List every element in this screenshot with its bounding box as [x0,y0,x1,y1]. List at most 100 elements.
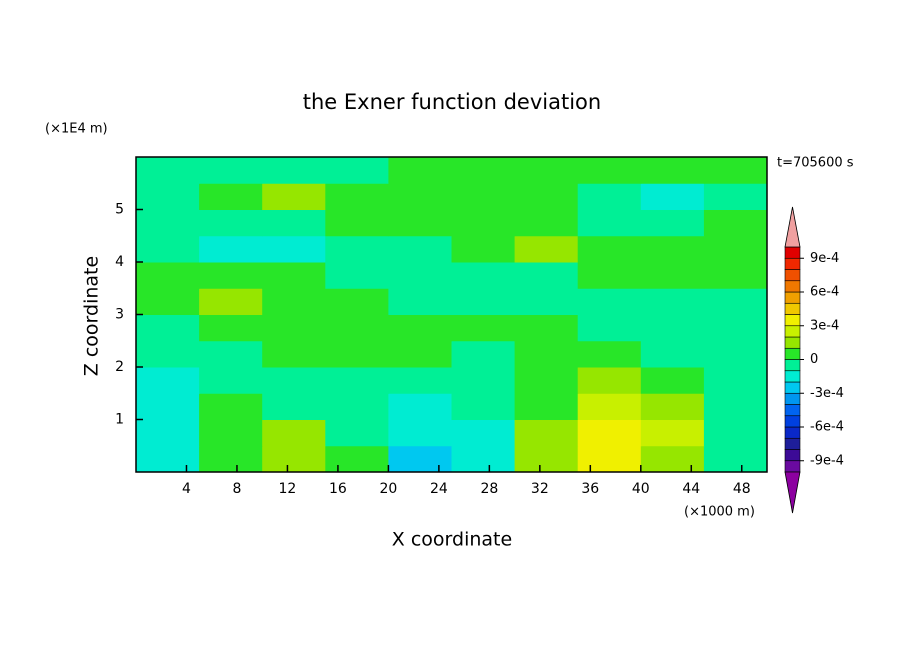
contour-cell [703,157,768,184]
contour-cell [451,209,516,237]
colorbar-box [784,347,801,360]
contour-cell [262,340,326,368]
contour-cell [577,235,642,263]
contour-cell [388,419,452,447]
contour-cell [577,419,642,447]
contour-cell [325,419,389,447]
contour-cell [388,367,452,394]
contour-cell [514,445,579,473]
contour-cell [640,314,705,342]
x-tick-label: 36 [581,481,599,497]
contour-cell [514,288,579,315]
contour-cell [136,393,200,420]
contour-cell [136,209,200,237]
contour-cell [577,262,642,289]
contour-cell [577,393,642,420]
contour-cell [136,314,200,342]
contour-cell [325,235,389,263]
contour-cell [703,209,768,237]
contour-cell [262,288,326,315]
contour-cell [640,340,705,368]
contour-cell [577,157,642,184]
contour-cell [388,157,452,184]
contour-cell [514,340,579,368]
contour-cell [262,393,326,420]
x-tick-label: 24 [430,481,448,497]
contour-cell [388,445,452,473]
contour-cell [199,288,263,315]
contour-cell [451,340,516,368]
contour-cell [514,235,579,263]
contour-cell [136,340,200,368]
colorbar-tick-label: 9e-4 [810,251,839,266]
contour-cell [451,367,516,394]
colorbar-box [784,426,801,439]
contour-cell [325,209,389,237]
contour-cell [388,288,452,315]
contour-cell [703,288,768,315]
contour-cell [199,367,263,394]
y-tick-label: 1 [115,412,124,428]
contour-cell [262,183,326,210]
contour-cell [514,314,579,342]
colorbar-box [784,336,801,349]
contour-cell [325,445,389,473]
contour-cell [262,419,326,447]
y-tick-label: 4 [115,254,124,270]
contour-cell [262,445,326,473]
contour-cell [262,209,326,237]
contour-cell [136,262,200,289]
contour-cell [703,183,768,210]
contour-cell [703,235,768,263]
contour-cell [514,393,579,420]
chart-title: the Exner function deviation [303,90,601,114]
contour-cell [640,209,705,237]
contour-cell [388,209,452,237]
contour-cell [514,262,579,289]
contour-cell [388,183,452,210]
colorbar-box [784,280,801,293]
contour-cell [136,445,200,473]
contour-cell [451,419,516,447]
colorbar-box [784,359,801,372]
contour-cell [199,340,263,368]
colorbar-box [784,291,801,304]
contour-cell [640,445,705,473]
colorbar-box [784,404,801,417]
x-tick-label: 12 [279,481,297,497]
contour-cell [577,367,642,394]
contour-cell [640,235,705,263]
contour-cell [325,314,389,342]
contour-cell [136,183,200,210]
contour-cell [703,314,768,342]
contour-cell [325,262,389,289]
contour-cell [640,288,705,315]
contour-cell [325,157,389,184]
colorbar-box [784,246,801,259]
contour-cell [514,419,579,447]
contour-cell [136,419,200,447]
colorbar-tick-label: 6e-4 [810,285,839,300]
contour-cell [199,262,263,289]
contour-cell [262,157,326,184]
contour-cell [262,314,326,342]
contour-cell [199,183,263,210]
colorbar-box [784,415,801,428]
x-tick-label: 16 [329,481,347,497]
contour-cell [703,393,768,420]
contour-cell [451,314,516,342]
contour-cell [577,340,642,368]
colorbar-tick-label: 0 [810,352,818,367]
contour-cell [262,235,326,263]
contour-cell [577,445,642,473]
colorbar-box [784,437,801,450]
contour-cell [325,393,389,420]
colorbar-box [784,370,801,383]
colorbar-box [784,302,801,315]
contour-cell [325,288,389,315]
y-tick-label: 2 [115,359,124,375]
contour-cell [514,183,579,210]
contour-cell [703,262,768,289]
contour-cell [388,393,452,420]
